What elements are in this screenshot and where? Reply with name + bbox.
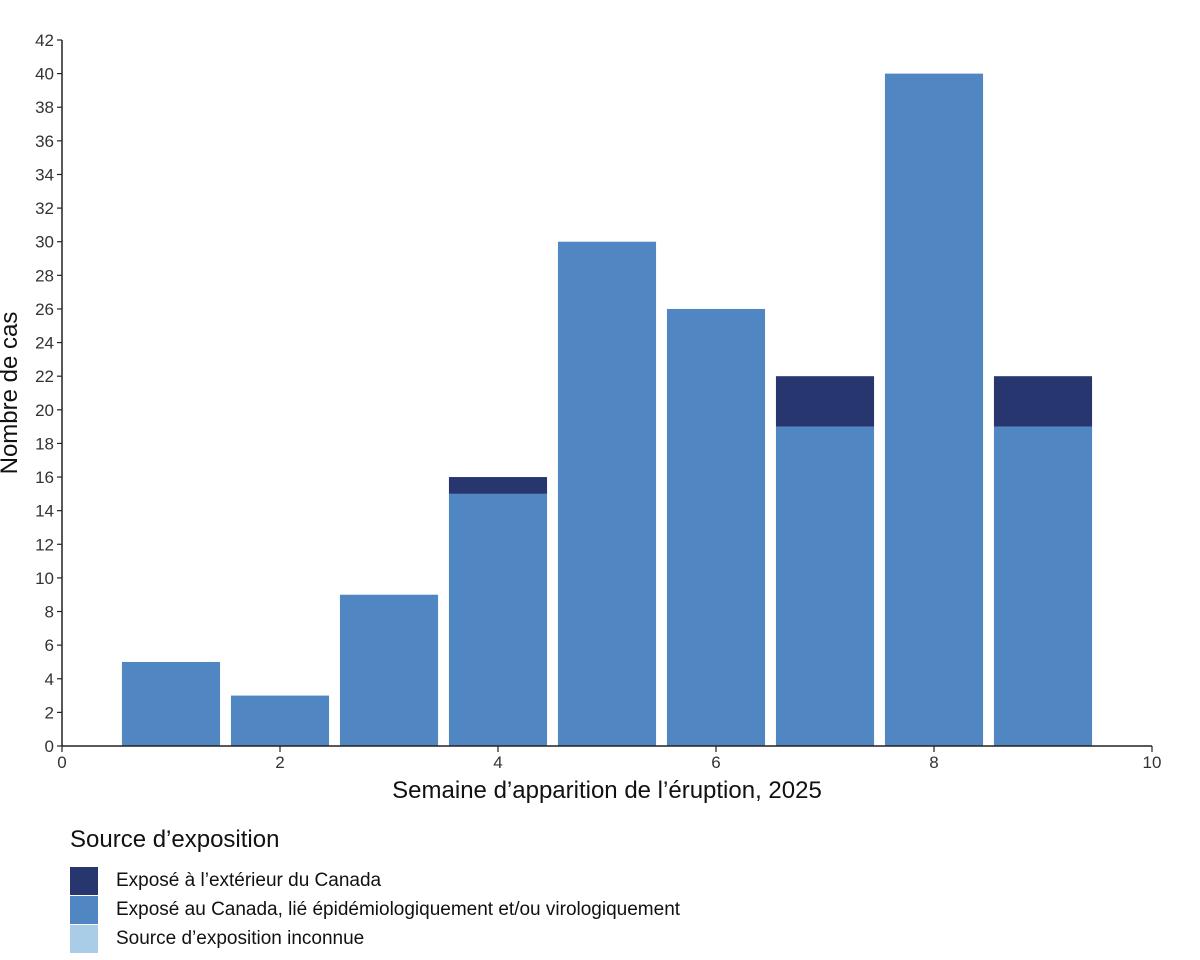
y-tick-label: 16 (35, 468, 54, 487)
y-tick-label: 8 (45, 603, 54, 622)
legend: Source d’exposition Exposé à l’extérieur… (70, 826, 680, 953)
legend-swatch-in-canada (70, 895, 98, 924)
bar-week-4-series-1 (448, 477, 548, 494)
legend-item-outside-canada: Exposé à l’extérieur du Canada (70, 866, 680, 895)
legend-swatch-outside-canada (70, 866, 98, 895)
x-axis-title: Semaine d’apparition de l’éruption, 2025 (392, 777, 822, 804)
legend-item-unknown-source: Source d’exposition inconnue (70, 924, 680, 953)
y-axis-title: Nombre de cas (0, 312, 23, 475)
bar-week-9-series-1 (993, 376, 1093, 427)
x-tick-label: 8 (929, 753, 938, 772)
bar-week-3-series-0 (339, 594, 439, 746)
bar-week-6-series-0 (666, 308, 766, 746)
x-tick-label: 2 (275, 753, 284, 772)
y-tick-label: 30 (35, 233, 54, 252)
bar-week-7-series-0 (775, 426, 875, 746)
y-tick-label: 2 (45, 703, 54, 722)
y-tick-label: 18 (35, 434, 54, 453)
y-tick-label: 0 (45, 737, 54, 756)
bars-layer (121, 73, 1093, 747)
y-tick-label: 10 (35, 569, 54, 588)
y-tick-label: 4 (45, 670, 54, 689)
legend-swatch-unknown-source (70, 924, 98, 953)
y-tick-label: 38 (35, 98, 54, 117)
legend-label-in-canada: Exposé au Canada, lié épidémiologiquemen… (116, 898, 681, 920)
bar-week-4-series-0 (448, 493, 548, 746)
y-tick-label: 36 (35, 132, 54, 151)
y-tick-label: 24 (35, 334, 54, 353)
legend-label-unknown-source: Source d’exposition inconnue (116, 927, 365, 949)
x-tick-label: 4 (493, 753, 502, 772)
bar-week-7-series-1 (775, 376, 875, 427)
y-tick-label: 42 (35, 31, 54, 50)
x-axis-ticks: 0 2 4 6 8 10 (57, 746, 1161, 772)
y-tick-label: 14 (35, 502, 54, 521)
y-tick-label: 26 (35, 300, 54, 319)
y-tick-label: 40 (35, 65, 54, 84)
bar-week-8-series-0 (884, 73, 984, 747)
x-tick-label: 0 (57, 753, 66, 772)
y-tick-label: 6 (45, 636, 54, 655)
bar-week-2-series-0 (230, 695, 330, 746)
bar-week-1-series-0 (121, 661, 221, 746)
legend-title: Source d’exposition (70, 826, 280, 853)
y-tick-label: 12 (35, 535, 54, 554)
y-tick-label: 32 (35, 199, 54, 218)
y-tick-label: 28 (35, 266, 54, 285)
y-tick-label: 22 (35, 367, 54, 386)
x-tick-label: 6 (711, 753, 720, 772)
bar-week-5-series-0 (557, 241, 657, 746)
y-tick-label: 20 (35, 401, 54, 420)
legend-label-outside-canada: Exposé à l’extérieur du Canada (116, 869, 382, 891)
x-tick-label: 10 (1143, 753, 1162, 772)
bar-week-9-series-0 (993, 426, 1093, 746)
y-tick-label: 34 (35, 165, 54, 184)
legend-item-in-canada: Exposé au Canada, lié épidémiologiquemen… (70, 895, 680, 924)
